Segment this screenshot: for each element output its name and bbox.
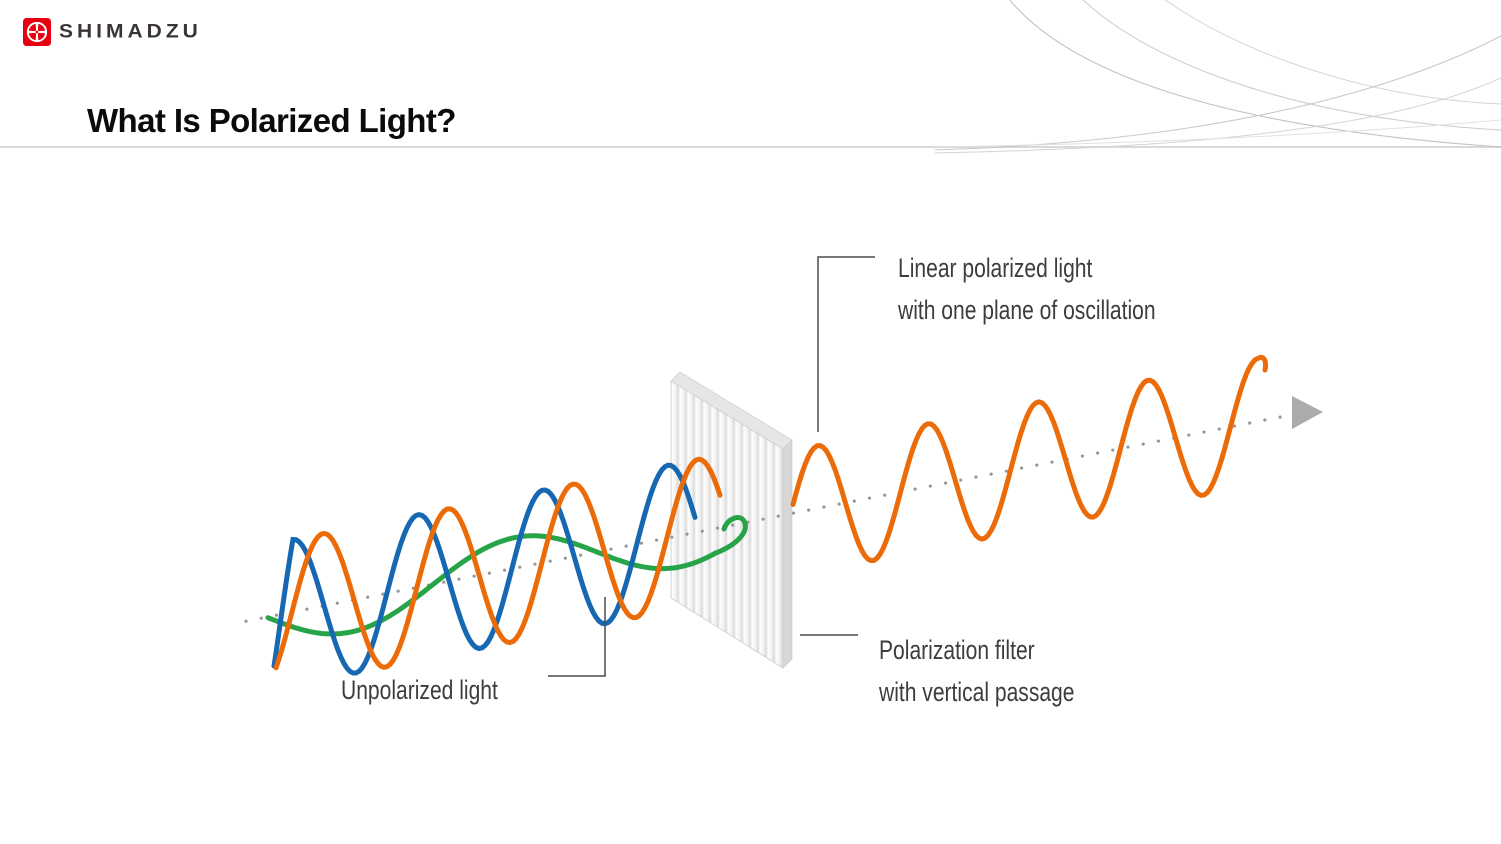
label-linear-polarized-light: Linear polarized light with one plane of…: [898, 247, 1156, 331]
callout-unpolarized: [548, 597, 606, 677]
label-line: Linear polarized light: [898, 253, 1093, 283]
filter-side-face: [782, 439, 793, 669]
label-polarization-filter: Polarization filter with vertical passag…: [879, 629, 1074, 713]
callout-linear-polarized: [817, 256, 875, 432]
header-divider: [0, 146, 1501, 148]
shimadzu-logo: SHIMADZU: [23, 18, 202, 46]
decorative-curve: [1164, 0, 1501, 105]
decorative-curves: [935, 0, 1501, 154]
decorative-curve: [935, 77, 1501, 154]
wave-orange-unpolarized: [273, 456, 723, 671]
label-line: with vertical passage: [879, 677, 1075, 707]
axis-dotted-line: [244, 413, 1290, 623]
label-line: with one plane of oscillation: [898, 295, 1156, 325]
decorative-curve: [1082, 0, 1501, 131]
page-title: What Is Polarized Light?: [87, 102, 456, 140]
wave-orange-polarized: [790, 354, 1268, 564]
wave-blue-unpolarized: [271, 462, 698, 676]
label-unpolarized-light: Unpolarized light: [341, 669, 498, 711]
direction-arrow-icon: [1292, 396, 1323, 429]
label-line: Polarization filter: [879, 635, 1035, 665]
label-line: Unpolarized light: [341, 675, 498, 705]
logo-wordmark: SHIMADZU: [59, 20, 202, 43]
decorative-curve: [1009, 0, 1501, 148]
decorative-curve: [935, 119, 1501, 148]
shimadzu-mark-icon: [23, 18, 51, 46]
